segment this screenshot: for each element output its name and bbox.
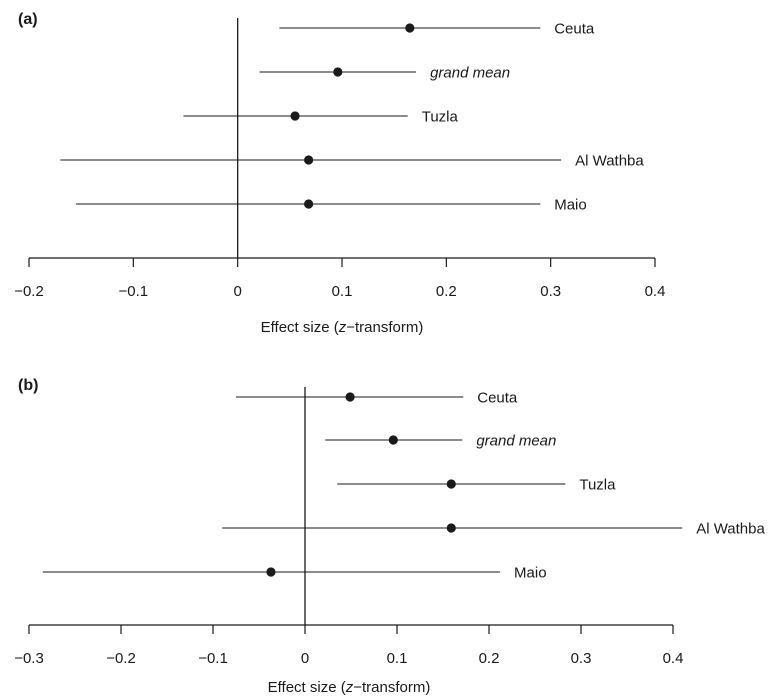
row-label-ceuta: Ceuta (554, 21, 595, 38)
row-label-maio: Maio (514, 565, 547, 582)
x-tick-label: 0.2 (479, 650, 500, 667)
estimate-point-tuzla (446, 479, 456, 489)
x-tick-label: 0.1 (387, 650, 408, 667)
x-tick-label: 0.3 (571, 650, 592, 667)
panel-b: (b) −0.3 −0.2 −0.1 0 0.1 0.2 0.3 0.4 Ceuta grand m… (14, 377, 765, 696)
panel-a: (a) −0.2 −0.1 0 0.1 0.2 0.3 0.4 Ceuta grand mean T… (14, 11, 665, 336)
estimate-point-grand-mean (388, 435, 398, 445)
row-label-grand-mean: grand mean (476, 433, 556, 450)
panel-label: (a) (18, 11, 38, 28)
row-label-tuzla: Tuzla (579, 477, 616, 494)
x-tick-label: 0.4 (645, 283, 666, 300)
x-tick-label: −0.3 (14, 650, 44, 667)
x-tick-label: 0.4 (663, 650, 684, 667)
row-label-maio: Maio (554, 197, 587, 214)
x-tick-label: −0.1 (198, 650, 228, 667)
row-label-al-wathba: Al Wathba (575, 153, 644, 170)
row-label-tuzla: Tuzla (422, 109, 459, 126)
x-tick-label: 0.1 (332, 283, 353, 300)
estimate-point-ceuta (405, 23, 415, 33)
x-axis-title: Effect size (z−transform) (268, 679, 431, 696)
x-tick-label: 0 (301, 650, 309, 667)
x-tick-label: 0.2 (436, 283, 457, 300)
estimate-point-tuzla (290, 111, 300, 121)
row-label-al-wathba: Al Wathba (696, 521, 765, 538)
x-tick-label: 0 (233, 283, 241, 300)
x-tick-label: −0.2 (14, 283, 44, 300)
estimate-point-grand-mean (333, 67, 343, 77)
estimate-point-maio (266, 567, 276, 577)
panel-label: (b) (18, 377, 38, 394)
x-axis-title: Effect size (z−transform) (261, 319, 424, 336)
row-label-ceuta: Ceuta (477, 390, 518, 407)
estimate-point-al-wathba (304, 155, 314, 165)
estimate-point-al-wathba (446, 523, 456, 533)
estimate-point-ceuta (345, 392, 355, 402)
row-label-grand-mean: grand mean (430, 65, 510, 82)
x-tick-label: 0.3 (540, 283, 561, 300)
x-tick-label: −0.1 (119, 283, 149, 300)
x-tick-label: −0.2 (106, 650, 136, 667)
estimate-point-maio (304, 199, 314, 209)
